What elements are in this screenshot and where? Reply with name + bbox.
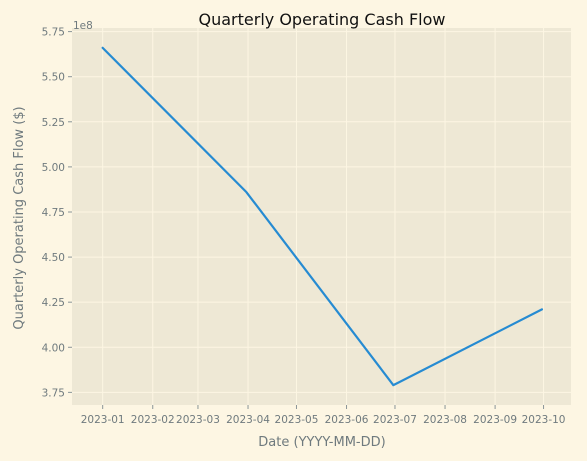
y-tick-label: 5.00 bbox=[42, 162, 65, 174]
x-axis-ticks: 2023-01 2023-02 2023-03 2023-04 2023-05 2023-… bbox=[81, 405, 566, 426]
y-tick-label: 4.50 bbox=[42, 252, 65, 264]
x-axis-label: Date (YYYY-MM-DD) bbox=[258, 435, 385, 450]
y-tick-label: 5.25 bbox=[42, 117, 65, 129]
x-tick-label: 2023-01 bbox=[81, 414, 125, 426]
series-line bbox=[101, 46, 544, 387]
plot-area bbox=[72, 28, 571, 405]
x-tick-label: 2023-07 bbox=[373, 414, 417, 426]
y-tick-label: 4.75 bbox=[42, 207, 65, 219]
x-grid bbox=[102, 28, 545, 405]
y-tick-label: 5.75 bbox=[42, 27, 65, 39]
y-tick-label: 5.50 bbox=[42, 72, 65, 84]
x-tick-label: 2023-02 bbox=[131, 414, 175, 426]
y-offset-label: 1e8 bbox=[73, 20, 93, 32]
y-tick-label: 4.25 bbox=[42, 297, 65, 309]
y-grid bbox=[72, 31, 571, 393]
y-tick-label: 4.00 bbox=[42, 342, 65, 354]
x-tick-label: 2023-04 bbox=[226, 414, 270, 426]
y-axis-label: Quarterly Operating Cash Flow ($) bbox=[12, 106, 27, 329]
y-tick-label: 3.75 bbox=[42, 387, 65, 399]
x-tick-label: 2023-09 bbox=[473, 414, 517, 426]
x-tick-label: 2023-06 bbox=[325, 414, 369, 426]
y-axis-ticks: 3.75 4.00 4.25 4.50 4.75 5.00 5.25 5.50 5.75 bbox=[42, 27, 72, 399]
x-tick-label: 2023-10 bbox=[522, 414, 566, 426]
x-tick-label: 2023-05 bbox=[275, 414, 319, 426]
x-tick-label: 2023-03 bbox=[176, 414, 220, 426]
chart-title: Quarterly Operating Cash Flow bbox=[199, 10, 446, 29]
x-tick-label: 2023-08 bbox=[423, 414, 467, 426]
